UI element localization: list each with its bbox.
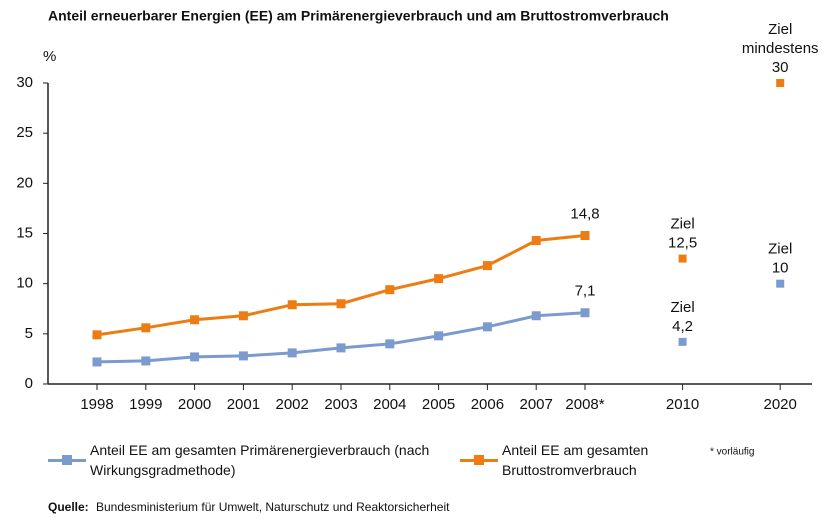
point xyxy=(190,352,200,362)
point xyxy=(287,348,297,358)
x-tick-label: 2000 xyxy=(178,396,211,413)
series-line xyxy=(96,311,586,364)
target-caption: Ziel xyxy=(768,21,792,38)
point xyxy=(531,311,541,321)
y-tick-label: 5 xyxy=(25,325,33,342)
point xyxy=(580,308,590,318)
x-tick-label: 2001 xyxy=(227,396,260,413)
footnote: * vorläufig xyxy=(710,447,754,458)
point xyxy=(287,300,297,310)
point xyxy=(482,261,492,271)
target-caption: Ziel xyxy=(671,299,695,316)
y-unit: % xyxy=(43,48,56,65)
x-tick-label: 2007 xyxy=(520,396,553,413)
target-point xyxy=(678,337,687,346)
y-tick-label: 25 xyxy=(16,124,33,141)
point xyxy=(336,343,346,353)
point xyxy=(434,274,444,284)
legend-label: Anteil EE am gesamten Bruttostromverbrau… xyxy=(502,442,649,478)
y-tick-label: 0 xyxy=(25,375,33,392)
x-tick-label: 2020 xyxy=(764,396,797,413)
point xyxy=(385,339,395,349)
x-tick-label: 1998 xyxy=(80,396,113,413)
x-tick-label: 2002 xyxy=(276,396,309,413)
point xyxy=(238,311,248,321)
target-point xyxy=(678,254,687,263)
point xyxy=(141,356,151,366)
point xyxy=(190,315,200,325)
point xyxy=(92,330,102,340)
target-point xyxy=(776,279,785,288)
y-tick-label: 15 xyxy=(16,224,33,241)
target-caption: mindestens xyxy=(742,40,819,57)
legend-swatch xyxy=(48,455,86,465)
target-label: 12,5 xyxy=(668,235,697,252)
x-tick-label: 2008* xyxy=(565,396,604,413)
point xyxy=(482,322,492,332)
y-tick-label: 20 xyxy=(16,174,33,191)
point xyxy=(385,285,395,295)
point xyxy=(238,351,248,361)
x-tick-label: 2006 xyxy=(471,396,504,413)
target-point xyxy=(776,79,785,87)
target-caption: Ziel xyxy=(768,241,792,258)
point xyxy=(531,236,541,246)
x-tick-label: 2003 xyxy=(324,396,357,413)
data-label: 7,1 xyxy=(575,283,596,300)
point xyxy=(434,331,444,341)
point xyxy=(92,357,102,367)
x-tick-label: 1999 xyxy=(129,396,162,413)
point xyxy=(580,231,590,241)
point xyxy=(141,323,151,333)
legend-swatch xyxy=(460,455,498,465)
target-label: 4,2 xyxy=(672,318,693,335)
x-tick-label: 2005 xyxy=(422,396,455,413)
x-tick-label: 2004 xyxy=(373,396,406,413)
data-label: 14,8 xyxy=(570,205,599,222)
target-caption: Ziel xyxy=(671,216,695,233)
x-tick-label: 2010 xyxy=(666,396,699,413)
y-tick-label: 10 xyxy=(16,275,33,292)
target-label: 10 xyxy=(772,260,789,277)
legend-label: Anteil EE am gesamten Primärenergieverbr… xyxy=(90,442,430,478)
y-tick-label: 30 xyxy=(16,74,33,91)
point xyxy=(336,299,346,309)
source: Bundesministerium für Umwelt, Naturschut… xyxy=(96,500,450,514)
chart-title: Anteil erneuerbarer Energien (EE) am Pri… xyxy=(48,8,669,24)
target-label: 30 xyxy=(772,59,789,76)
source-label: Quelle: xyxy=(48,500,89,514)
